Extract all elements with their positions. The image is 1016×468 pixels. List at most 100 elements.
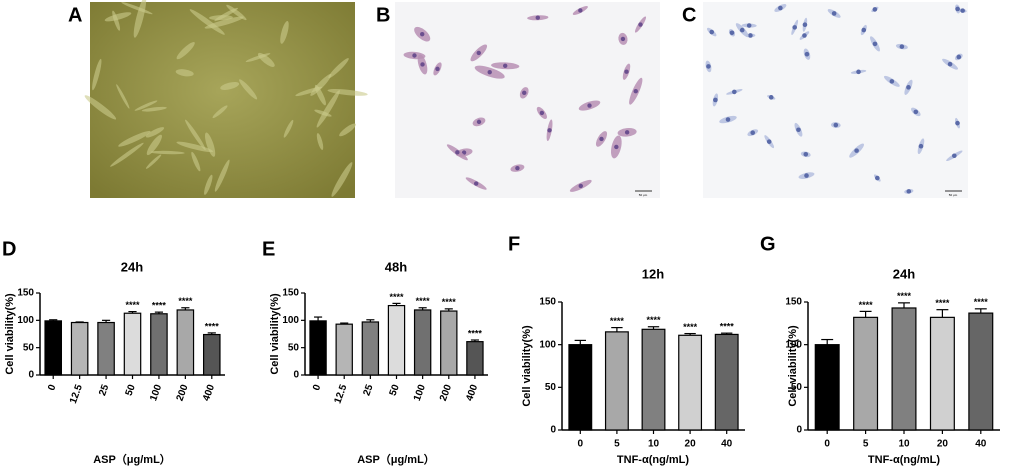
x-tick-label: 0 bbox=[311, 383, 323, 392]
y-tick-label: 50 bbox=[288, 342, 300, 353]
x-tick-label: 10 bbox=[648, 439, 660, 450]
nucleus bbox=[833, 122, 839, 128]
cell bbox=[92, 58, 102, 91]
micrograph-b bbox=[395, 2, 660, 198]
nucleus bbox=[861, 27, 867, 33]
cell bbox=[339, 123, 356, 137]
nucleus bbox=[750, 130, 756, 135]
nucleus bbox=[420, 31, 425, 37]
x-tick-label: 400 bbox=[201, 383, 217, 403]
significance-label: **** bbox=[152, 301, 167, 311]
y-tick-label: 150 bbox=[17, 288, 34, 299]
y-tick-label: 50 bbox=[545, 382, 557, 393]
nucleus bbox=[766, 139, 772, 144]
cell bbox=[316, 133, 324, 150]
significance-label: **** bbox=[468, 328, 483, 338]
panel-label: G bbox=[760, 233, 776, 255]
x-tick-label: 50 bbox=[388, 383, 402, 398]
significance-label: **** bbox=[646, 315, 661, 325]
nucleus bbox=[587, 103, 592, 108]
nucleus bbox=[872, 41, 878, 47]
bar bbox=[466, 341, 484, 376]
x-axis-label: TNF-α(ng/mL) bbox=[868, 454, 940, 466]
x-tick-label: 400 bbox=[464, 383, 480, 403]
cell bbox=[150, 150, 185, 155]
x-tick-label: 25 bbox=[362, 383, 376, 398]
x-tick-label: 0 bbox=[824, 439, 830, 450]
significance-label: **** bbox=[416, 296, 431, 306]
nucleus bbox=[906, 85, 911, 90]
chart-title: 24h bbox=[121, 259, 143, 274]
y-axis-label: Cell viability(%) bbox=[521, 325, 533, 407]
x-tick-label: 200 bbox=[175, 383, 191, 403]
x-tick-label: 40 bbox=[975, 439, 987, 450]
bar bbox=[891, 307, 917, 431]
y-axis-label: Cell viability(%) bbox=[787, 325, 799, 407]
y-tick-label: 150 bbox=[282, 288, 299, 299]
nucleus bbox=[620, 36, 626, 42]
cell bbox=[145, 127, 165, 138]
cell bbox=[310, 73, 332, 96]
cell bbox=[176, 141, 214, 153]
cell bbox=[134, 100, 158, 111]
nucleus bbox=[952, 153, 957, 159]
cell bbox=[84, 95, 117, 120]
nucleus bbox=[578, 183, 583, 189]
x-tick-label: 20 bbox=[937, 439, 949, 450]
significance-label: **** bbox=[178, 296, 193, 306]
panel-label: F bbox=[508, 233, 520, 255]
nucleus bbox=[804, 173, 809, 178]
nucleus bbox=[889, 79, 895, 84]
nucleus bbox=[725, 117, 731, 122]
nucleus bbox=[473, 181, 479, 186]
significance-label: **** bbox=[125, 300, 140, 310]
panel-label: C bbox=[682, 4, 696, 26]
cell bbox=[189, 9, 225, 35]
nucleus bbox=[455, 150, 460, 155]
cell bbox=[176, 41, 195, 60]
y-tick-label: 100 bbox=[785, 339, 802, 350]
nucleus bbox=[476, 50, 481, 56]
x-tick-label: 40 bbox=[721, 439, 733, 450]
nucleus bbox=[899, 44, 905, 49]
cell bbox=[328, 58, 349, 79]
nucleus bbox=[913, 109, 919, 115]
y-tick-label: 50 bbox=[23, 342, 35, 353]
nucleus bbox=[732, 89, 737, 95]
cell bbox=[239, 79, 258, 100]
nucleus bbox=[856, 69, 861, 75]
cell bbox=[110, 142, 144, 167]
x-tick-label: 12.5 bbox=[68, 383, 85, 405]
nucleus bbox=[802, 22, 808, 28]
x-tick-label: 50 bbox=[124, 383, 138, 398]
nucleus bbox=[831, 11, 837, 16]
chart-title: 24h bbox=[893, 266, 915, 281]
cell bbox=[226, 4, 247, 21]
cell bbox=[327, 89, 368, 96]
bar bbox=[335, 323, 353, 376]
nucleus bbox=[778, 5, 783, 11]
nucleus bbox=[796, 127, 801, 133]
nucleus bbox=[487, 69, 492, 75]
bar bbox=[853, 316, 879, 431]
nucleus bbox=[522, 90, 527, 96]
nucleus bbox=[476, 119, 482, 125]
x-tick-label: 100 bbox=[412, 383, 428, 403]
nucleus bbox=[955, 120, 960, 126]
bar bbox=[568, 344, 593, 431]
significance-label: **** bbox=[683, 322, 698, 332]
y-axis-label: Cell viability(%) bbox=[4, 293, 16, 375]
panel-label: A bbox=[68, 4, 82, 26]
cell bbox=[204, 174, 213, 195]
nucleus bbox=[420, 62, 425, 67]
cell bbox=[214, 159, 230, 192]
nucleus bbox=[956, 54, 962, 60]
y-axis-label: Cell viability(%) bbox=[269, 293, 281, 375]
nucleus bbox=[578, 8, 583, 13]
bar bbox=[814, 344, 840, 431]
significance-label: **** bbox=[720, 322, 735, 332]
nucleus bbox=[854, 148, 859, 153]
y-tick-label: 100 bbox=[539, 339, 556, 350]
y-tick-label: 150 bbox=[785, 297, 802, 308]
